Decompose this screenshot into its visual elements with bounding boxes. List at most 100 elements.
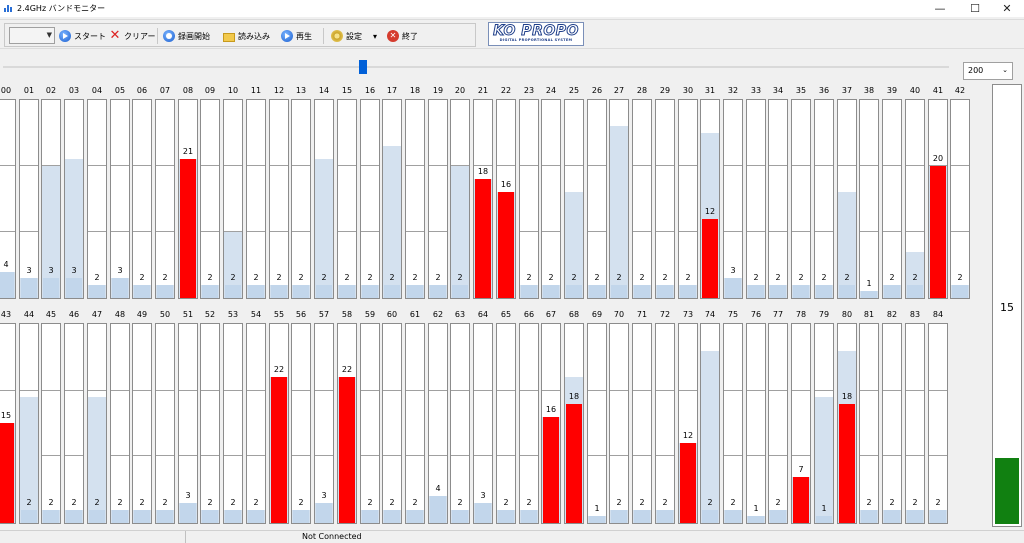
channel-meter[interactable]: 2 — [519, 99, 539, 299]
channel-meter[interactable]: 2 — [768, 99, 788, 299]
channel-meter[interactable]: 1 — [587, 323, 607, 524]
channel-meter[interactable]: 18 — [473, 99, 493, 299]
channel-meter[interactable]: 20 — [928, 99, 948, 299]
maximize-button[interactable]: ☐ — [970, 2, 980, 15]
channel-meter[interactable]: 2 — [405, 323, 425, 524]
channel-meter[interactable]: 2 — [450, 99, 470, 299]
channel-meter[interactable]: 3 — [41, 99, 61, 299]
channel-meter[interactable]: 2 — [269, 99, 289, 299]
channel-meter[interactable]: 16 — [541, 323, 561, 524]
timeline-slider[interactable] — [3, 56, 951, 78]
channel-meter[interactable]: 2 — [609, 323, 629, 524]
channel-meter[interactable]: 2 — [155, 99, 175, 299]
channel-meter[interactable]: 2 — [746, 99, 766, 299]
channel-meter[interactable]: 3 — [19, 99, 39, 299]
channel-meter[interactable]: 3 — [64, 99, 84, 299]
channel-meter[interactable]: 2 — [19, 323, 39, 524]
channel-meter[interactable]: 2 — [700, 323, 720, 524]
channel-meter[interactable]: 2 — [859, 323, 879, 524]
channel-meter[interactable]: 2 — [882, 99, 902, 299]
channel-meter[interactable]: 1 — [746, 323, 766, 524]
channel-meter[interactable]: 2 — [87, 99, 107, 299]
channel-meter[interactable]: 21 — [178, 99, 198, 299]
channel-meter[interactable]: 18 — [564, 323, 584, 524]
channel-meter[interactable]: 3 — [723, 99, 743, 299]
channel-meter[interactable]: 12 — [700, 99, 720, 299]
channel-meter[interactable]: 2 — [246, 99, 266, 299]
channel-meter[interactable]: 4 — [0, 99, 16, 299]
channel-meter[interactable]: 2 — [87, 323, 107, 524]
channel-meter[interactable]: 2 — [678, 99, 698, 299]
channel-meter[interactable]: 2 — [155, 323, 175, 524]
channel-meter[interactable]: 2 — [837, 99, 857, 299]
channel-meter[interactable]: 2 — [223, 323, 243, 524]
channel-meter[interactable]: 16 — [496, 99, 516, 299]
channel-meter[interactable]: 2 — [382, 323, 402, 524]
channel-meter[interactable]: 3 — [110, 99, 130, 299]
channel-meter[interactable]: 2 — [291, 323, 311, 524]
channel-meter[interactable]: 2 — [291, 99, 311, 299]
channel-meter[interactable]: 2 — [609, 99, 629, 299]
channel-meter[interactable]: 2 — [587, 99, 607, 299]
channel-meter[interactable]: 2 — [905, 99, 925, 299]
channel-meter[interactable]: 2 — [768, 323, 788, 524]
channel-meter[interactable]: 2 — [223, 99, 243, 299]
channel-meter[interactable]: 2 — [246, 323, 266, 524]
scale-select[interactable]: 200 ⌄ — [963, 62, 1013, 80]
channel-meter[interactable]: 2 — [132, 99, 152, 299]
channel-meter[interactable]: 22 — [269, 323, 289, 524]
channel-meter[interactable]: 2 — [541, 99, 561, 299]
channel-meter[interactable]: 2 — [41, 323, 61, 524]
channel-meter[interactable]: 2 — [337, 99, 357, 299]
channel-meter[interactable]: 2 — [360, 323, 380, 524]
channel-meter[interactable]: 2 — [950, 99, 970, 299]
clear-button[interactable]: ✕ クリアー — [109, 28, 156, 44]
channel-meter[interactable]: 2 — [200, 323, 220, 524]
load-button[interactable]: 読み込み — [223, 28, 270, 44]
channel-meter[interactable]: 2 — [882, 323, 902, 524]
channel-meter[interactable]: 2 — [450, 323, 470, 524]
channel-meter[interactable]: 2 — [519, 323, 539, 524]
channel-meter[interactable]: 2 — [64, 323, 84, 524]
channel-meter[interactable]: 1 — [859, 99, 879, 299]
channel-meter[interactable]: 18 — [837, 323, 857, 524]
channel-meter[interactable]: 2 — [382, 99, 402, 299]
start-button[interactable]: スタート — [59, 28, 106, 44]
play-button[interactable]: 再生 — [281, 28, 312, 44]
channel-meter[interactable]: 2 — [655, 99, 675, 299]
channel-meter[interactable]: 2 — [905, 323, 925, 524]
channel-meter[interactable]: 2 — [200, 99, 220, 299]
settings-dropdown-icon[interactable]: ▾ — [373, 31, 378, 41]
channel-meter[interactable]: 2 — [632, 99, 652, 299]
channel-meter[interactable]: 2 — [360, 99, 380, 299]
device-combo[interactable]: ▼ — [9, 27, 55, 44]
channel-meter[interactable]: 2 — [110, 323, 130, 524]
channel-meter[interactable]: 2 — [791, 99, 811, 299]
channel-meter[interactable]: 2 — [428, 99, 448, 299]
slider-thumb[interactable] — [359, 60, 367, 74]
channel-meter[interactable]: 2 — [814, 99, 834, 299]
channel-meter[interactable]: 3 — [473, 323, 493, 524]
channel-meter[interactable]: 2 — [632, 323, 652, 524]
channel-meter[interactable]: 2 — [132, 323, 152, 524]
channel-meter[interactable]: 2 — [723, 323, 743, 524]
close-button[interactable]: ✕ — [1002, 2, 1012, 15]
channel-meter[interactable]: 7 — [791, 323, 811, 524]
exit-button[interactable]: ✕ 終了 — [387, 28, 418, 44]
channel-meter[interactable]: 2 — [405, 99, 425, 299]
channel-meter[interactable]: 4 — [428, 323, 448, 524]
channel-meter[interactable]: 15 — [0, 323, 16, 524]
settings-button[interactable]: 設定 ▾ — [331, 28, 377, 44]
channel-meter[interactable]: 2 — [314, 99, 334, 299]
minimize-button[interactable]: — — [934, 2, 946, 15]
channel-meter[interactable]: 2 — [655, 323, 675, 524]
channel-meter[interactable]: 3 — [178, 323, 198, 524]
channel-meter[interactable]: 2 — [564, 99, 584, 299]
record-button[interactable]: 録画開始 — [163, 28, 210, 44]
channel-meter[interactable]: 2 — [928, 323, 948, 524]
channel-meter[interactable]: 22 — [337, 323, 357, 524]
channel-meter[interactable]: 3 — [314, 323, 334, 524]
channel-meter[interactable]: 1 — [814, 323, 834, 524]
channel-meter[interactable]: 12 — [678, 323, 698, 524]
channel-meter[interactable]: 2 — [496, 323, 516, 524]
